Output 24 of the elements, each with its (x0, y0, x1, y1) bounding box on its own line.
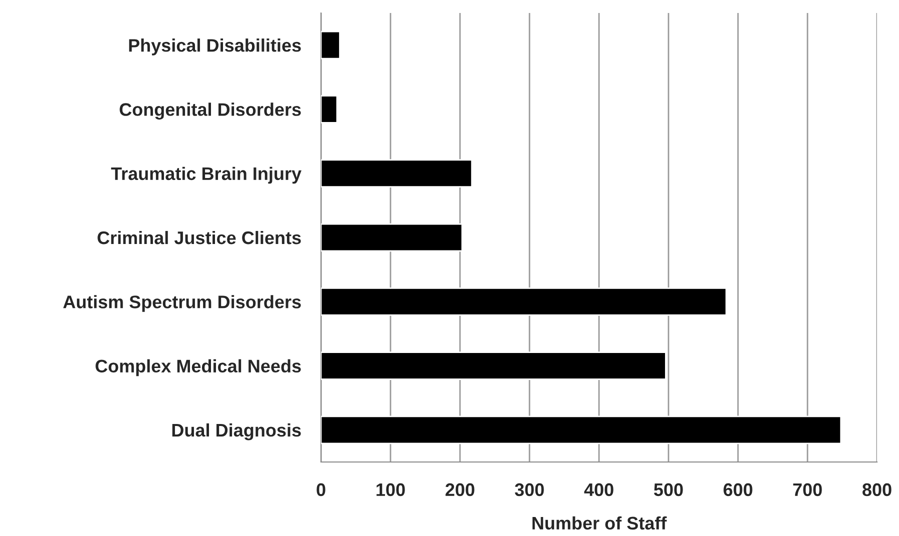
x-tick-label: 400 (584, 483, 614, 496)
bar (321, 287, 727, 316)
y-tick-label: Complex Medical Needs (96, 359, 301, 376)
x-tick-label: 300 (514, 483, 544, 496)
y-tick-label: Congenital Disorders (120, 102, 301, 120)
y-tick-label: Physical Disabilities (129, 38, 301, 56)
bar (321, 159, 473, 188)
y-tick-label: Traumatic Brain Injury (111, 166, 302, 184)
x-tick-label: 600 (724, 483, 752, 496)
x-tick-label: 500 (654, 483, 683, 496)
x-axis-title: Number of Staff (532, 516, 667, 530)
bar (321, 95, 338, 124)
bar (321, 30, 340, 60)
bar (321, 352, 666, 380)
bar (321, 416, 842, 444)
x-tick-label: 0 (316, 483, 326, 496)
x-tick-label: 700 (793, 483, 822, 496)
y-tick-label: Criminal Justice Clients (98, 230, 301, 244)
y-tick-label: Dual Diagnosis (172, 423, 301, 440)
y-tick-label: Autism Spectrum Disorders (63, 295, 301, 312)
x-tick-label: 100 (376, 483, 405, 496)
bar (321, 223, 463, 252)
x-tick-label: 200 (446, 483, 474, 496)
x-tick-label: 800 (862, 483, 892, 496)
